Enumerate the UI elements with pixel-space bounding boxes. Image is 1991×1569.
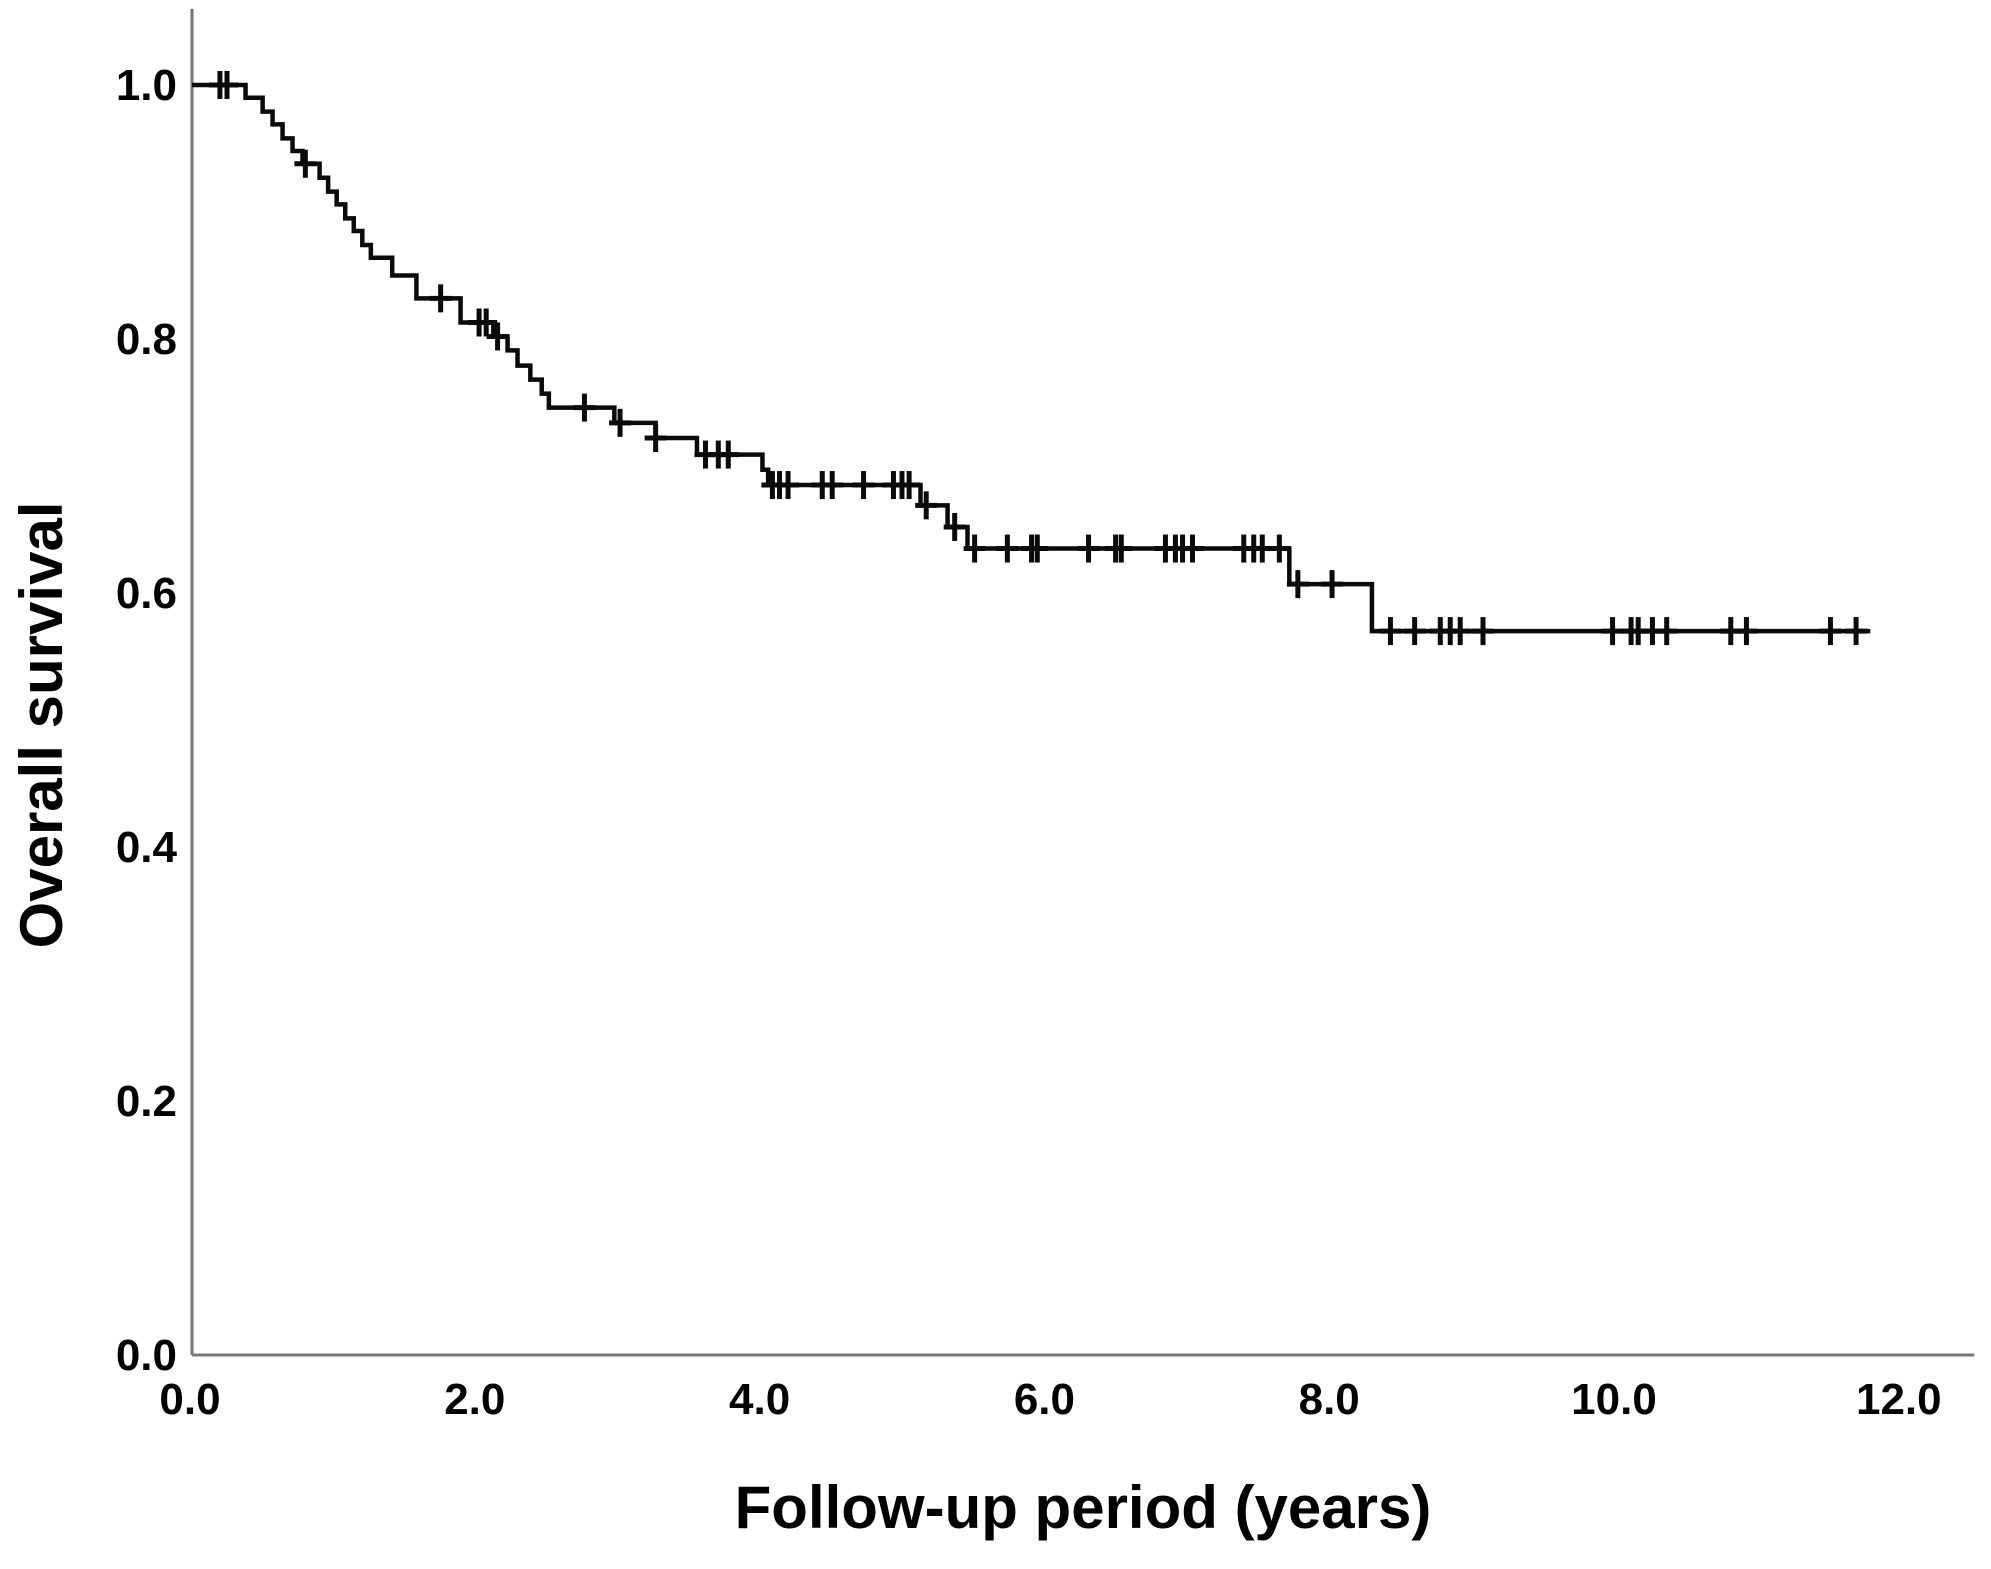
- y-tick-label: 0.2: [116, 1077, 177, 1126]
- x-tick-label: 2.0: [444, 1375, 505, 1424]
- x-tick-label: 10.0: [1571, 1375, 1657, 1424]
- censor-mark: [963, 534, 986, 563]
- x-tick-label: 0.0: [159, 1375, 220, 1424]
- x-tick-label: 4.0: [729, 1375, 790, 1424]
- censor-mark: [1819, 617, 1842, 646]
- censor-mark: [1286, 570, 1309, 599]
- censor-mark: [1321, 570, 1344, 599]
- x-tick-label: 8.0: [1299, 1375, 1360, 1424]
- censor-mark: [898, 471, 921, 500]
- censor-mark: [475, 308, 498, 337]
- x-tick-label: 6.0: [1014, 1375, 1075, 1424]
- y-tick-label: 0.6: [116, 569, 177, 618]
- y-axis-title: Overall survival: [8, 502, 75, 949]
- censor-mark: [1655, 617, 1678, 646]
- censor-mark: [996, 534, 1019, 563]
- censor-mark: [1026, 534, 1049, 563]
- censor-mark: [1735, 617, 1758, 646]
- censor-mark: [609, 408, 632, 437]
- y-tick-label: 0.8: [116, 315, 177, 364]
- censor-mark: [1471, 617, 1494, 646]
- censor-mark: [644, 424, 667, 453]
- censor-mark: [573, 393, 596, 422]
- x-tick-labels: 0.0 2.0 4.0 6.0 8.0 10.0 12.0: [159, 1375, 1941, 1424]
- y-tick-label: 1.0: [116, 61, 177, 110]
- censor-mark: [216, 71, 239, 99]
- censor-mark: [1845, 617, 1868, 646]
- censor-mark: [1379, 617, 1402, 646]
- censor-mark: [915, 491, 938, 520]
- censor-mark: [777, 471, 800, 500]
- censor-marks-layer: [208, 71, 1868, 646]
- y-tick-labels: 0.0 0.2 0.4 0.6 0.8 1.0: [116, 61, 178, 1380]
- censor-mark: [1077, 534, 1100, 563]
- censor-mark: [1601, 617, 1624, 646]
- censor-mark: [821, 471, 844, 500]
- censor-mark: [1268, 534, 1291, 563]
- censor-mark: [852, 471, 875, 500]
- censor-mark: [486, 322, 509, 351]
- censor-mark: [1110, 534, 1133, 563]
- censor-mark: [294, 149, 317, 178]
- censor-mark: [1181, 534, 1204, 563]
- censor-mark: [429, 284, 452, 313]
- censor-mark: [717, 440, 740, 469]
- censor-mark: [943, 512, 966, 541]
- x-axis-title: Follow-up period (years): [735, 1474, 1432, 1541]
- censor-mark: [1403, 617, 1426, 646]
- y-tick-label: 0.4: [116, 823, 178, 872]
- censor-mark: [1449, 617, 1472, 646]
- axes: [190, 8, 1975, 1357]
- x-tick-label: 12.0: [1856, 1375, 1942, 1424]
- y-tick-label: 0.0: [116, 1331, 177, 1380]
